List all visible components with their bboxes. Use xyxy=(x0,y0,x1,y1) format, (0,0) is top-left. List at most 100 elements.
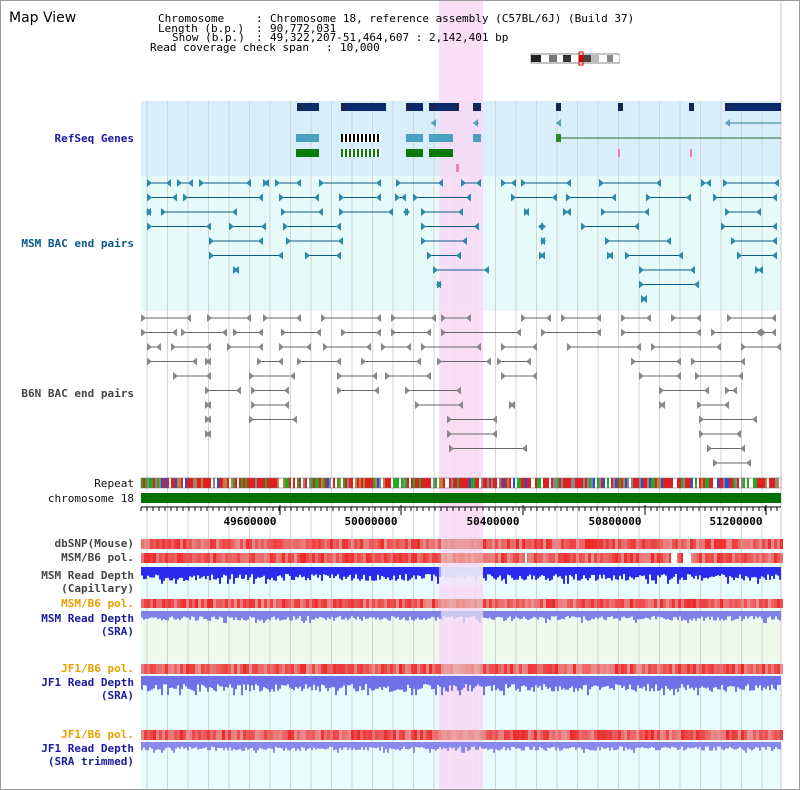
track-label-b6n-bac[interactable]: B6N BAC end pairs xyxy=(21,387,134,400)
dbsnp-cell xyxy=(552,539,555,549)
jf1-b6-pol-cell xyxy=(285,730,288,740)
track-label-repeat[interactable]: Repeat xyxy=(94,477,134,490)
msm-bac-end-marker xyxy=(466,193,471,202)
jf1-b6-pol-cell xyxy=(222,664,225,674)
jf1-b6-pol-cell xyxy=(213,664,216,674)
msm-sra-depth-bar xyxy=(453,611,455,620)
msm-capillary-depth-bar xyxy=(227,567,229,584)
msm-b6-pol-cell xyxy=(318,553,321,563)
msm-b6-pol-cell xyxy=(435,553,438,563)
repeat-element xyxy=(169,478,171,488)
msm-sra-depth-bar xyxy=(151,611,153,618)
msm-capillary-depth-bar xyxy=(433,567,435,575)
msm-b6-pol-cell xyxy=(525,599,528,608)
jf1-trimmed-depth-bar xyxy=(359,742,361,750)
msm-capillary-depth-bar xyxy=(189,567,191,577)
msm-b6-pol-cell xyxy=(339,553,342,563)
msm-capillary-depth-bar xyxy=(511,567,513,578)
jf1-trimmed-depth-bar xyxy=(513,742,515,748)
track-label-dbsnp[interactable]: dbSNP(Mouse) xyxy=(54,537,134,550)
jf1-trimmed-depth-bar xyxy=(755,742,757,747)
msm-sra-depth-bar xyxy=(245,611,247,621)
dbsnp-cell xyxy=(729,539,732,549)
msm-b6-pol-cell xyxy=(384,553,387,563)
msm-b6-pol-cell xyxy=(360,599,363,608)
b6n-bac-end-marker xyxy=(441,328,446,337)
msm-b6-pol-cell xyxy=(771,553,774,563)
jf1-sra-depth-bar xyxy=(211,676,213,689)
repeat-element xyxy=(549,478,551,488)
jf1-b6-pol-cell xyxy=(222,730,225,740)
jf1-b6-pol-cell xyxy=(429,664,432,674)
jf1-trimmed-depth-bar xyxy=(263,742,265,750)
jf1-trimmed-depth-bar xyxy=(397,742,399,750)
jf1-b6-pol-cell xyxy=(555,730,558,740)
msm-capillary-depth-bar xyxy=(307,567,309,579)
track-label-msm-depth-sra[interactable]: MSM Read Depth xyxy=(41,612,134,625)
msm-capillary-depth-bar xyxy=(191,567,193,578)
msm-sra-depth-bar xyxy=(671,611,673,621)
jf1-b6-pol-cell xyxy=(525,730,528,740)
msm-b6-pol-cell xyxy=(390,599,393,608)
repeat-element xyxy=(465,478,467,488)
msm-bac-end-marker xyxy=(642,295,647,303)
msm-capillary-depth-bar xyxy=(289,567,291,577)
msm-b6-pol-cell xyxy=(393,553,396,563)
msm-b6-pol-cell xyxy=(348,599,351,608)
track-label-msm-b6-pol-1[interactable]: MSM/B6 pol. xyxy=(61,551,134,564)
dbsnp-cell xyxy=(369,539,372,549)
jf1-b6-pol-cell xyxy=(204,664,207,674)
dbsnp-cell xyxy=(456,539,459,549)
jf1-trimmed-depth-bar xyxy=(681,742,683,747)
msm-capillary-depth-bar xyxy=(549,567,551,581)
track-label-jf1-b6-pol-1[interactable]: JF1/B6 pol. xyxy=(61,662,134,675)
dbsnp-cell xyxy=(273,539,276,549)
b6n-bac-end-marker xyxy=(761,328,766,337)
jf1-b6-pol-cell xyxy=(294,664,297,674)
jf1-trimmed-depth-bar xyxy=(655,742,657,751)
jf1-b6-pol-cell xyxy=(381,664,384,674)
msm-capillary-depth-bar xyxy=(547,567,549,579)
msm-capillary-depth-bar xyxy=(693,567,695,579)
jf1-b6-pol-cell xyxy=(735,664,738,674)
repeat-element xyxy=(489,478,491,488)
repeat-element xyxy=(569,478,571,488)
jf1-b6-pol-cell xyxy=(609,664,612,674)
repeat-element xyxy=(191,478,193,488)
repeat-element xyxy=(611,478,613,488)
repeat-element xyxy=(393,478,395,488)
msm-sra-depth-bar xyxy=(775,611,777,617)
msm-b6-pol-cell xyxy=(549,599,552,608)
repeat-track-border xyxy=(140,477,782,489)
track-label-jf1-b6-pol-2[interactable]: JF1/B6 pol. xyxy=(61,728,134,741)
msm-capillary-depth-bar xyxy=(617,567,619,580)
msm-b6-pol-cell xyxy=(612,553,615,563)
jf1-b6-pol-cell xyxy=(642,664,645,674)
repeat-element xyxy=(157,478,159,488)
jf1-b6-pol-cell xyxy=(171,730,174,740)
msm-sra-depth-bar xyxy=(507,611,509,618)
msm-sra-depth-bar xyxy=(163,611,165,620)
track-label-jf1-depth-sra[interactable]: JF1 Read Depth xyxy=(41,676,134,689)
jf1-sra-depth-bar xyxy=(271,676,273,690)
track-label-chromosome[interactable]: chromosome 18 xyxy=(47,492,134,505)
jf1-trimmed-depth-bar xyxy=(169,742,171,749)
msm-capillary-depth-bar xyxy=(375,567,377,581)
msm-bac-end-marker xyxy=(540,237,545,245)
track-label-refseq[interactable]: RefSeq Genes xyxy=(54,132,134,145)
jf1-b6-pol-cell xyxy=(507,664,510,674)
track-label-msm-b6-pol-2[interactable]: MSM/B6 pol. xyxy=(61,597,134,610)
jf1-b6-pol-cell xyxy=(168,664,171,674)
jf1-b6-pol-cell xyxy=(618,664,621,674)
msm-capillary-depth-bar xyxy=(757,567,759,584)
msm-capillary-depth-bar xyxy=(721,567,723,575)
jf1-b6-pol-cell xyxy=(636,730,639,740)
msm-capillary-depth-bar xyxy=(399,567,401,575)
msm-sra-depth-bar xyxy=(599,611,601,618)
track-label-msm-bac[interactable]: MSM BAC end pairs xyxy=(21,237,134,250)
msm-sra-depth-bar xyxy=(359,611,361,620)
track-label-jf1-depth-trimmed[interactable]: JF1 Read Depth xyxy=(41,742,134,755)
repeat-element xyxy=(525,478,527,488)
track-label-msm-depth-capillary[interactable]: MSM Read Depth xyxy=(41,569,134,582)
